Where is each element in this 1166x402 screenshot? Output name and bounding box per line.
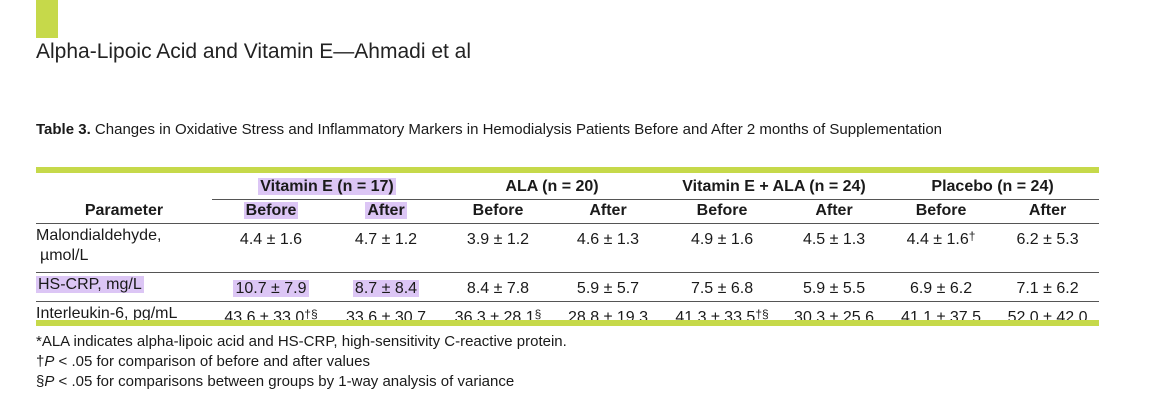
parameter-cell: HS-CRP, mg/L — [36, 272, 212, 302]
after-header: After — [330, 199, 442, 224]
group-label: Placebo (n = 24) — [931, 178, 1054, 195]
group-label: ALA (n = 20) — [505, 178, 599, 195]
before-header: Before — [442, 199, 554, 224]
before-label: Before — [243, 202, 299, 219]
parameter-cell: Interleukin-6, pg/mL — [36, 302, 212, 331]
parameter-header: Parameter — [36, 199, 212, 224]
value-cell: 4.5 ± 1.3 — [782, 223, 887, 273]
value-cell: 10.7 ± 7.9 — [212, 272, 330, 302]
table-caption: Table 3. Changes in Oxidative Stress and… — [36, 120, 1096, 139]
group-header-ala: ALA (n = 20) — [442, 175, 663, 200]
parameter-name: Interleukin-6, pg/mL — [36, 305, 178, 322]
value-cell: 6.2 ± 5.3 — [996, 223, 1100, 273]
value-cell: 6.9 ± 6.2 — [886, 272, 997, 302]
after-header: After — [782, 199, 887, 224]
after-label: After — [365, 202, 407, 219]
group-label: Vitamin E + ALA (n = 24) — [682, 178, 866, 195]
before-header: Before — [212, 199, 330, 224]
footnote-abbreviations: *ALA indicates alpha-lipoic acid and HS-… — [36, 333, 567, 350]
value-cell: 7.1 ± 6.2 — [996, 272, 1100, 302]
after-header: After — [554, 199, 663, 224]
markers-table: Vitamin E (n = 17) ALA (n = 20) Vitamin … — [36, 175, 1100, 331]
group-header-vitamin-e-ala: Vitamin E + ALA (n = 24) — [662, 175, 887, 200]
group-header-row: Vitamin E (n = 17) ALA (n = 20) Vitamin … — [36, 175, 1100, 200]
blank-header-cell — [36, 175, 212, 200]
value-cell: 7.5 ± 6.8 — [662, 272, 783, 302]
value-cell: 4.4 ± 1.6 — [212, 223, 330, 273]
table-caption-label: Table 3. — [36, 121, 91, 138]
value-cell: 4.9 ± 1.6 — [662, 223, 783, 273]
accent-bar — [36, 0, 58, 38]
footnote-dagger: †P < .05 for comparison of before and af… — [36, 353, 370, 370]
group-header-placebo: Placebo (n = 24) — [886, 175, 1100, 200]
after-header: After — [996, 199, 1100, 224]
value-cell: 4.7 ± 1.2 — [330, 223, 442, 273]
table-caption-text: Changes in Oxidative Stress and Inflamma… — [94, 121, 943, 138]
value-cell: 5.9 ± 5.5 — [782, 272, 887, 302]
value-cell: 4.6 ± 1.3 — [554, 223, 663, 273]
value-cell: 8.4 ± 7.8 — [442, 272, 554, 302]
parameter-cell: Malondialdehyde, µmol/L — [36, 223, 212, 273]
table-row: HS-CRP, mg/L 10.7 ± 7.9 8.7 ± 8.4 8.4 ± … — [36, 272, 1100, 302]
table-top-rule — [36, 167, 1099, 173]
group-header-vitamin-e: Vitamin E (n = 17) — [212, 175, 442, 200]
value-cell: 8.7 ± 8.4 — [330, 272, 442, 302]
group-label: Vitamin E (n = 17) — [258, 178, 396, 195]
parameter-name: Malondialdehyde, — [36, 227, 162, 244]
value-cell: 5.9 ± 5.7 — [554, 272, 663, 302]
table-row: Malondialdehyde, µmol/L 4.4 ± 1.6 4.7 ± 1… — [36, 223, 1100, 273]
subheader-row: Parameter Before After Before After Befo… — [36, 199, 1100, 224]
before-header: Before — [886, 199, 997, 224]
table-bottom-rule — [36, 320, 1099, 326]
parameter-name: HS-CRP, mg/L — [36, 276, 144, 293]
value-cell: 3.9 ± 1.2 — [442, 223, 554, 273]
footnote-section: §P < .05 for comparisons between groups … — [36, 373, 515, 390]
value-cell: 4.4 ± 1.6† — [886, 223, 997, 273]
before-header: Before — [662, 199, 783, 224]
running-head: Alpha-Lipoic Acid and Vitamin E—Ahmadi e… — [36, 40, 472, 63]
parameter-unit: µmol/L — [40, 247, 89, 264]
footnotes: *ALA indicates alpha-lipoic acid and HS-… — [36, 332, 567, 392]
